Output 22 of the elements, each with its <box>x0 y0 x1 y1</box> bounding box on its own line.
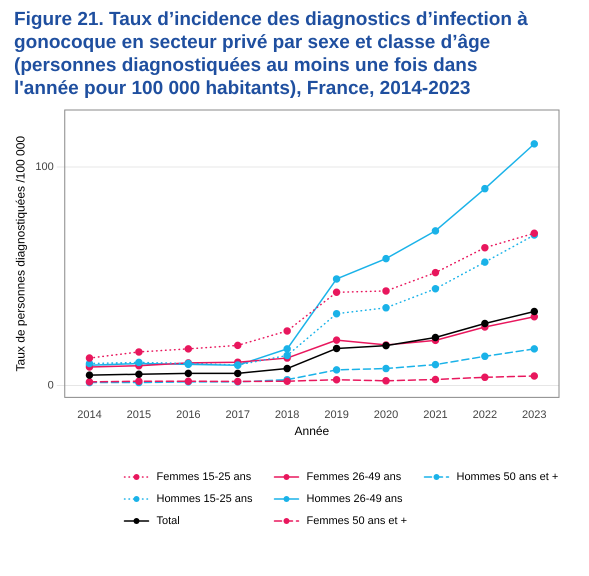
y-tick-label: 0 <box>48 379 54 392</box>
legend-label: Femmes 15-25 ans <box>156 471 252 484</box>
legend-label: Femmes 50 ans et + <box>306 515 408 528</box>
y-axis-title: Taux de personnes diagnostiquées /100 000 <box>14 136 28 372</box>
y-tick-label: 100 <box>35 160 54 173</box>
x-tick-label: 2018 <box>274 409 300 422</box>
chart-title: Figure 21. Taux d’incidence des diagnostics d’infection à gonocoque en secteur privé par sexe et classe d’âge (personnes diagnostiquées au moins une fois dans l'année pour 100 000 habitants), France, 2014-2023 <box>14 8 529 100</box>
x-tick-label: 2014 <box>77 409 102 422</box>
x-tick-label: 2017 <box>225 409 250 422</box>
legend-label: Hommes 50 ans et + <box>456 471 558 484</box>
x-tick-label: 2020 <box>374 409 398 422</box>
x-tick-label: 2016 <box>176 409 201 422</box>
x-tick-label: 2021 <box>423 409 448 422</box>
legend-label: Hommes 15-25 ans <box>156 493 253 506</box>
x-axis-title: Année <box>294 424 330 438</box>
x-tick-label: 2019 <box>324 409 349 422</box>
legend-label: Femmes 26-49 ans <box>306 471 402 484</box>
legend-label: Hommes 26-49 ans <box>306 493 403 506</box>
x-tick-label: 2022 <box>472 409 498 422</box>
x-tick-label: 2015 <box>126 409 152 422</box>
legend-label: Total <box>156 515 180 528</box>
x-tick-label: 2023 <box>522 409 547 422</box>
